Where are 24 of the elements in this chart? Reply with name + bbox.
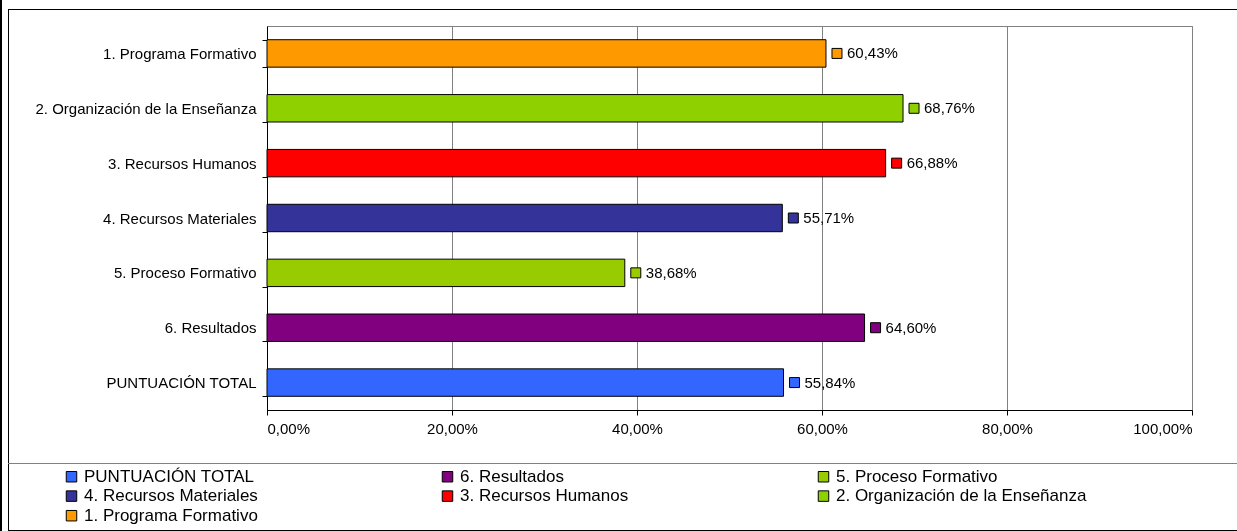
data-label: 38,68%: [645, 263, 697, 281]
legend-label: 3. Recursos Humanos: [460, 486, 629, 506]
y-tick-label: 2. Organización de la Enseñanza: [35, 99, 258, 117]
y-tick-label: 1. Programa Formativo: [103, 44, 257, 62]
y-tick-label: 4. Recursos Materiales: [103, 209, 257, 227]
x-tick-label: 40,00%: [612, 419, 663, 437]
x-tick-label: 20,00%: [427, 419, 478, 437]
legend-label: 6. Resultados: [460, 466, 564, 486]
x-tick-label: 0,00%: [267, 419, 311, 437]
data-label: 66,88%: [906, 154, 958, 172]
data-label: 68,76%: [924, 99, 975, 117]
x-tick-label: 60,00%: [797, 419, 848, 437]
x-tick-label: 100,00%: [1133, 419, 1193, 437]
x-tick-label: 80,00%: [982, 419, 1033, 437]
data-label: 55,71%: [803, 209, 855, 226]
legend-label: 2. Organización de la Enseñanza: [836, 486, 1087, 506]
y-tick-label: 6. Resultados: [164, 319, 257, 337]
data-label: 55,84%: [804, 373, 856, 391]
y-tick-label: PUNTUACIÓN TOTAL: [106, 374, 257, 392]
legend-label: 5. Proceso Formativo: [836, 466, 998, 486]
data-label: 64,60%: [885, 318, 937, 336]
y-tick-label: 5. Proceso Formativo: [113, 264, 257, 282]
y-tick-label: 3. Recursos Humanos: [108, 154, 257, 172]
data-label: 60,43%: [846, 44, 898, 62]
